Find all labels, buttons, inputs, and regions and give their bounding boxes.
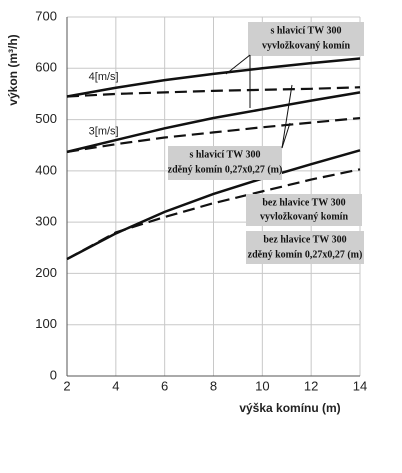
x-tick-label: 10 xyxy=(255,378,269,393)
callout-text: vyvložkovaný komín xyxy=(260,211,349,222)
y-tick-label: 100 xyxy=(35,316,57,331)
callout-box xyxy=(248,22,364,56)
y-tick-label: 0 xyxy=(50,367,57,382)
y-tick-label: 700 xyxy=(35,8,57,23)
x-tick-label: 2 xyxy=(63,378,70,393)
series-line xyxy=(66,168,361,261)
callout-box xyxy=(246,231,364,264)
series-line xyxy=(66,86,361,98)
y-tick-label: 200 xyxy=(35,265,57,280)
callout-text: s hlavicí TW 300 xyxy=(189,149,260,160)
series-line xyxy=(66,91,361,154)
callout-box xyxy=(246,194,362,226)
leader-line xyxy=(225,54,251,75)
y-tick-label: 600 xyxy=(35,60,57,75)
x-tick-label: 4 xyxy=(112,378,119,393)
x-tick-label: 8 xyxy=(210,378,217,393)
x-axis-label: výška komínu (m) xyxy=(239,401,340,415)
y-tick-label: 500 xyxy=(35,111,57,126)
series-line xyxy=(66,57,361,98)
annotation: 3[m/s] xyxy=(89,125,119,137)
y-axis-label: výkon (m³/h) xyxy=(6,34,20,105)
x-tick-label: 6 xyxy=(161,378,168,393)
callout-text: bez hlavice TW 300 xyxy=(262,197,345,208)
y-tick-label: 300 xyxy=(35,214,57,229)
series-line xyxy=(66,116,361,153)
callout-text: zděný komín 0,27x0,27 (m) xyxy=(168,164,283,175)
leader-line xyxy=(281,122,291,149)
callout-text: bez hlavice TW 300 xyxy=(263,234,346,245)
x-tick-label: 14 xyxy=(353,378,367,393)
y-tick-label: 400 xyxy=(35,162,57,177)
callout-box xyxy=(168,146,282,180)
leader-line xyxy=(281,84,293,149)
callout-text: zděný komín 0,27x0,27 (m) xyxy=(248,249,363,260)
callout-text: s hlavicí TW 300 xyxy=(270,25,341,36)
annotation: 4[m/s] xyxy=(89,71,119,83)
x-tick-label: 12 xyxy=(304,378,318,393)
callout-text: vyvložkovaný komín xyxy=(262,40,351,51)
